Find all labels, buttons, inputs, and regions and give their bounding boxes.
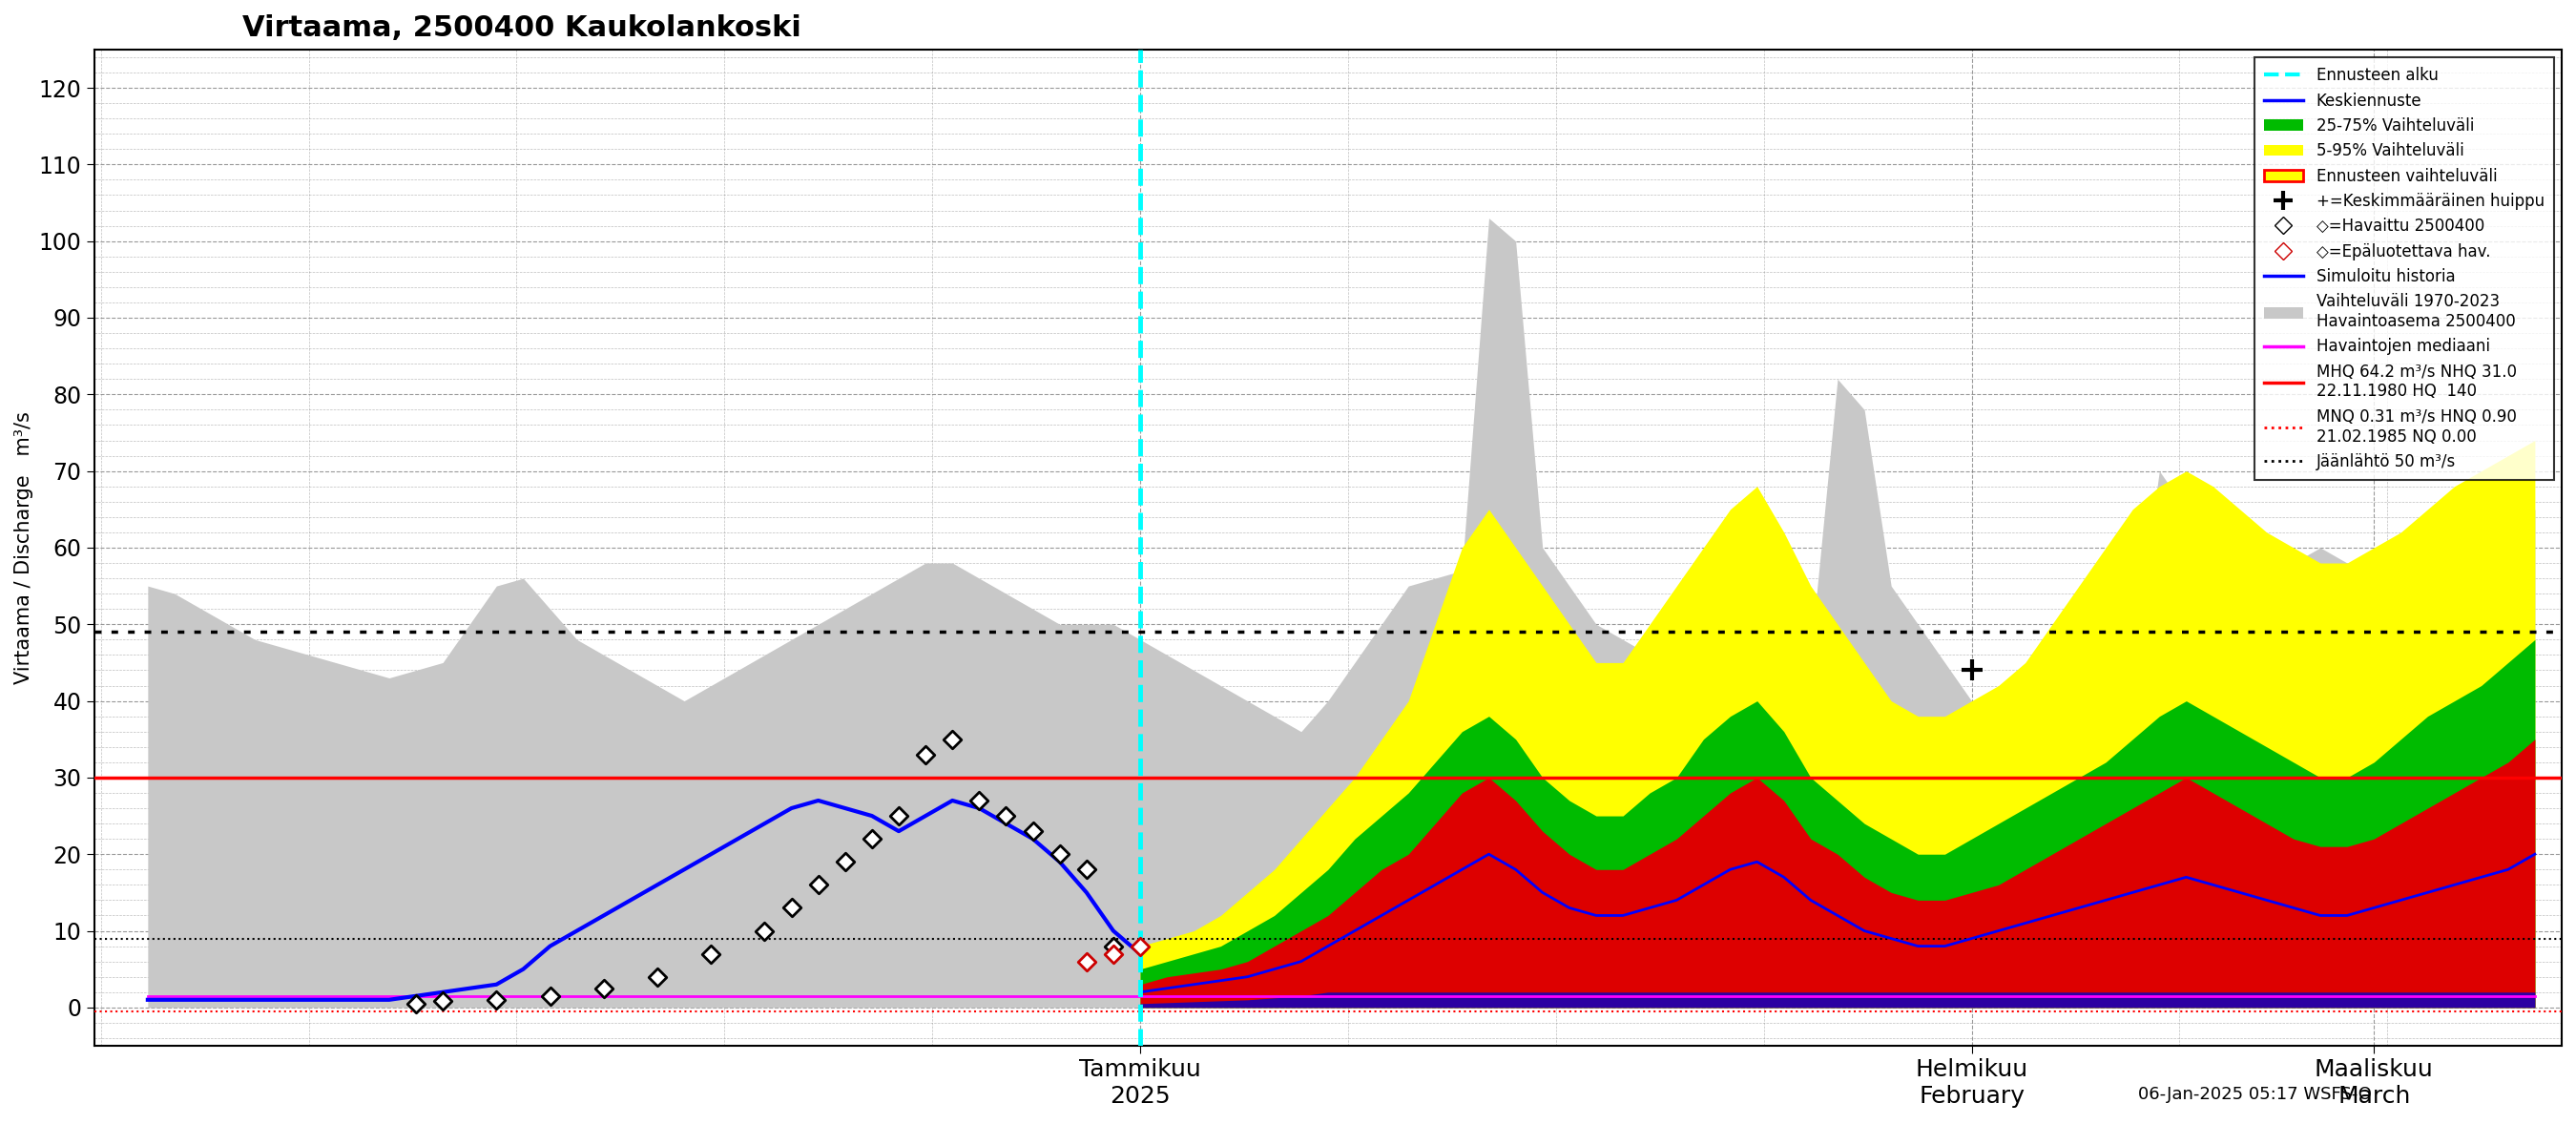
Point: [958, 791, 999, 810]
Point: [1092, 937, 1133, 955]
Point: [770, 899, 811, 917]
Point: [987, 807, 1028, 826]
Text: Virtaama, 2500400 Kaukolankoski: Virtaama, 2500400 Kaukolankoski: [242, 14, 801, 42]
Point: [799, 876, 840, 894]
Point: [477, 990, 518, 1009]
Point: [690, 945, 732, 963]
Point: [1012, 822, 1054, 840]
Point: [1066, 953, 1108, 971]
Point: [933, 731, 974, 749]
Point: [422, 993, 464, 1011]
Point: [904, 745, 945, 764]
Point: [824, 853, 866, 871]
Point: [1092, 945, 1133, 963]
Point: [531, 987, 572, 1005]
Point: [1038, 845, 1079, 863]
Legend: Ennusteen alku, Keskiennuste, 25-75% Vaihteluväli, 5-95% Vaihteluväli, Ennusteen: Ennusteen alku, Keskiennuste, 25-75% Vai…: [2254, 57, 2553, 480]
Point: [1121, 937, 1162, 955]
Point: [636, 968, 677, 986]
Point: [744, 922, 786, 940]
Point: [582, 979, 623, 997]
Y-axis label: Virtaama / Discharge   m³/s: Virtaama / Discharge m³/s: [15, 411, 33, 684]
Point: [394, 995, 435, 1013]
Point: [1066, 860, 1108, 878]
Text: 06-Jan-2025 05:17 WSFS-O: 06-Jan-2025 05:17 WSFS-O: [2138, 1085, 2372, 1103]
Point: [878, 807, 920, 826]
Point: [850, 830, 891, 848]
